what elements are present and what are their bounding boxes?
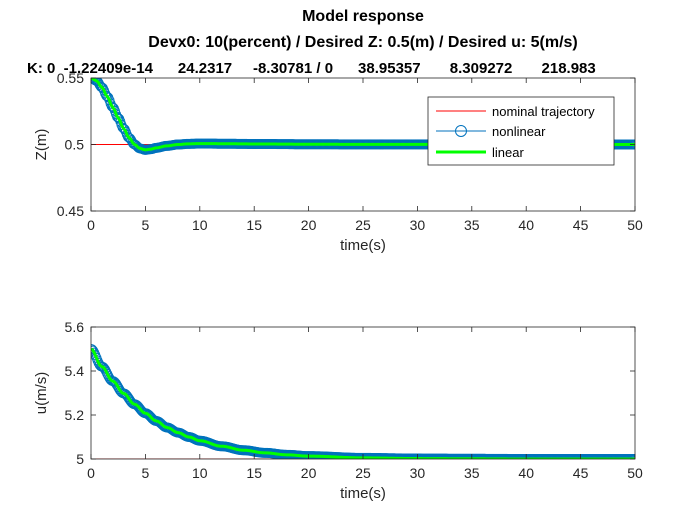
z-ylabel: Z(m) <box>33 129 50 161</box>
z-ytick-label: 0.5 <box>65 137 85 153</box>
z-xtick-label: 50 <box>627 217 643 233</box>
figure-subtitle: Devx0: 10(percent) / Desired Z: 0.5(m) /… <box>148 34 577 51</box>
z-xtick-label: 20 <box>301 217 317 233</box>
u-xtick-label: 0 <box>87 465 95 481</box>
u-xlabel: time(s) <box>340 485 386 502</box>
u-nonlinear-marker <box>91 344 98 355</box>
u-xtick-label: 20 <box>301 465 317 481</box>
z-nonlinear-marker <box>96 82 107 93</box>
u-xtick-label: 10 <box>192 465 208 481</box>
u-xtick-label: 40 <box>518 465 534 481</box>
z-xtick-label: 30 <box>410 217 426 233</box>
u-xtick-label: 35 <box>464 465 480 481</box>
z-xtick-label: 35 <box>464 217 480 233</box>
u-nonlinear-marker <box>91 344 96 354</box>
z-ytick-label: 0.55 <box>57 70 84 86</box>
legend-label-nonlinear: nonlinear <box>492 124 546 139</box>
z-xlabel: time(s) <box>340 237 386 254</box>
z-xtick-label: 25 <box>355 217 371 233</box>
legend-label-nominal: nominal trajectory <box>492 104 595 119</box>
u-plot-area <box>91 327 635 459</box>
u-ytick-label: 5.6 <box>65 319 85 335</box>
z-xtick-label: 10 <box>192 217 208 233</box>
u-xtick-label: 50 <box>627 465 643 481</box>
u-response-axes: 0 5 10 15 20 25 30 35 40 45 5055.25.45.6time(s)u(m… <box>33 319 643 502</box>
legend-label-linear: linear <box>492 145 524 160</box>
legend-swatch-nonlinear-marker <box>455 125 467 137</box>
z-xtick-label: 40 <box>518 217 534 233</box>
z-xtick-label: 15 <box>246 217 262 233</box>
gains-line: K: 0 -1.22409e-14 24.2317 -8.30781 / 0 3… <box>27 60 596 77</box>
z-ytick-label: 0.45 <box>57 203 84 219</box>
u-ytick-label: 5.4 <box>65 363 85 379</box>
u-ytick-label: 5 <box>76 451 84 467</box>
z-xtick-label: 45 <box>573 217 589 233</box>
z-xtick-label: 0 <box>87 217 95 233</box>
z-xtick-label: 5 <box>142 217 150 233</box>
u-ytick-label: 5.2 <box>65 407 85 423</box>
u-xtick-label: 5 <box>142 465 150 481</box>
u-ylabel: u(m/s) <box>33 372 50 415</box>
u-xtick-label: 30 <box>410 465 426 481</box>
figure-title: Model response <box>302 8 424 25</box>
u-xtick-label: 25 <box>355 465 371 481</box>
u-nonlinear-marker <box>101 366 112 377</box>
legend: nominal trajectory nonlinear linear <box>427 96 615 166</box>
u-xtick-label: 15 <box>246 465 262 481</box>
u-xtick-label: 45 <box>573 465 589 481</box>
z-nonlinear-marker <box>118 123 129 134</box>
